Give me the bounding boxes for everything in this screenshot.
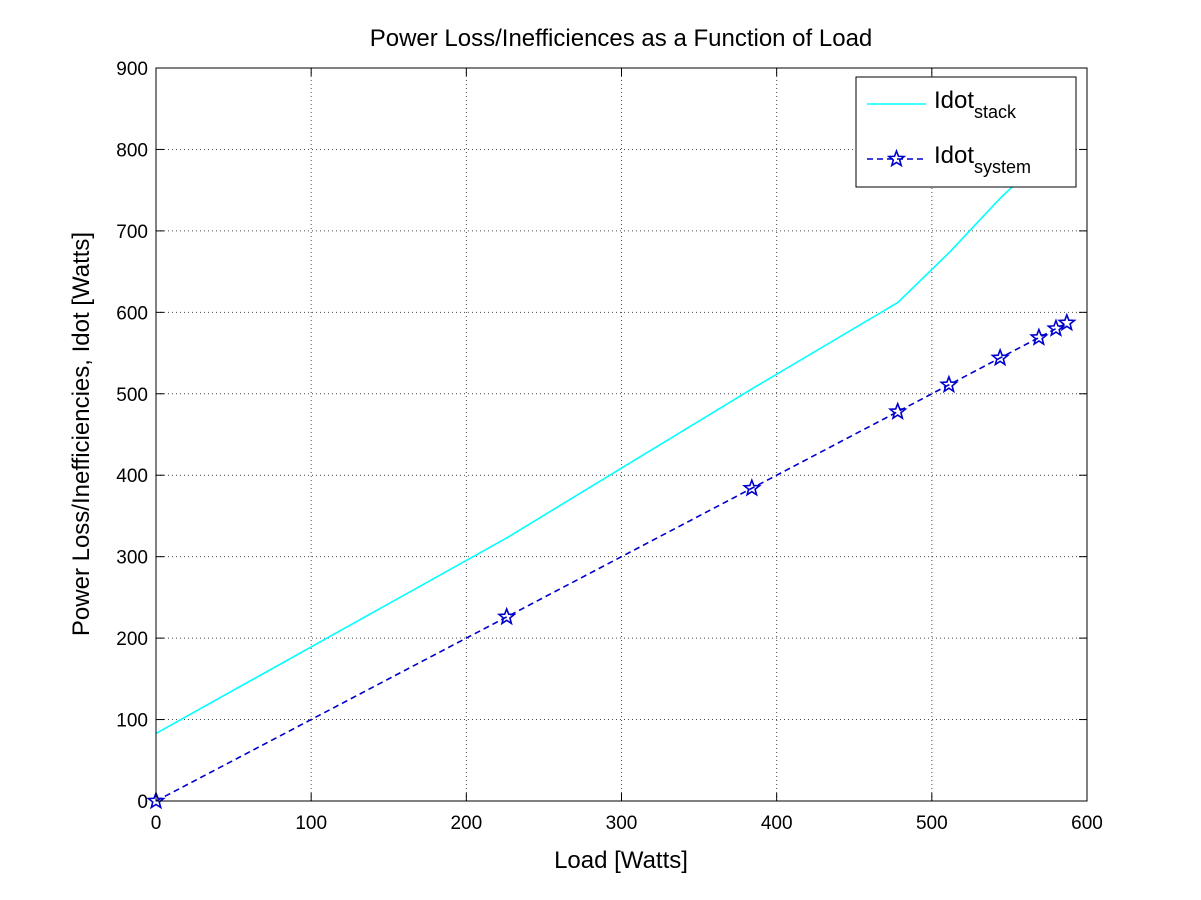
- data-point-system: [496, 606, 517, 626]
- x-tick-label: 300: [606, 813, 638, 834]
- y-tick-label: 200: [116, 629, 148, 650]
- x-tick-label: 500: [916, 813, 948, 834]
- legend-entry-system-base: Idot: [934, 142, 974, 169]
- y-tick-label: 100: [116, 711, 148, 732]
- data-point-system: [146, 790, 166, 810]
- x-tick-label: 600: [1071, 813, 1103, 834]
- legend-entry-system-sub: system: [974, 157, 1031, 177]
- data-point-system: [939, 374, 959, 394]
- y-tick-label: 800: [116, 140, 148, 161]
- data-point-system: [990, 347, 1010, 367]
- y-tick-label: 900: [116, 59, 148, 80]
- series-line-system: [155, 322, 1068, 802]
- x-tick-label: 100: [295, 813, 327, 834]
- data-point-system: [887, 401, 908, 420]
- data-point-system: [1029, 327, 1049, 346]
- legend-entry-stack-sub: stack: [974, 102, 1017, 122]
- legend-box: [855, 76, 1077, 188]
- legend-entry-stack-base: Idot: [934, 87, 974, 114]
- y-tick-label: 0: [137, 792, 148, 813]
- y-tick-label: 300: [116, 548, 148, 569]
- y-axis-label: Power Loss/Inefficiencies, Idot [Watts]: [68, 232, 95, 636]
- data-point-system: [742, 478, 762, 497]
- data-point-system: [1057, 312, 1077, 332]
- legend-entry-stack: Idotstack: [934, 87, 1017, 122]
- y-tick-label: 700: [116, 222, 148, 243]
- x-tick-label: 400: [761, 813, 793, 834]
- y-tick-label: 400: [116, 466, 148, 487]
- x-axis-label: Load [Watts]: [554, 847, 688, 874]
- y-tick-label: 600: [116, 303, 148, 324]
- legend: Idotstack Idotsystem: [855, 76, 1077, 188]
- plot-area: [156, 68, 1087, 801]
- x-tick-label: 200: [450, 813, 482, 834]
- axis-ticks: [155, 67, 1088, 802]
- data-point-system: [1046, 318, 1066, 337]
- legend-star-marker: [886, 148, 907, 168]
- x-tick-label: 0: [151, 813, 162, 834]
- chart-title: Power Loss/Inefficiences as a Function o…: [370, 25, 873, 52]
- legend-entry-system: Idotsystem: [934, 142, 1031, 177]
- y-tick-label: 500: [116, 385, 148, 406]
- legend-marker-system: [886, 148, 907, 168]
- tick-labels: 0 100 200 300 400 500 600 0 100 200 300 400 500 600 70…: [116, 59, 1103, 834]
